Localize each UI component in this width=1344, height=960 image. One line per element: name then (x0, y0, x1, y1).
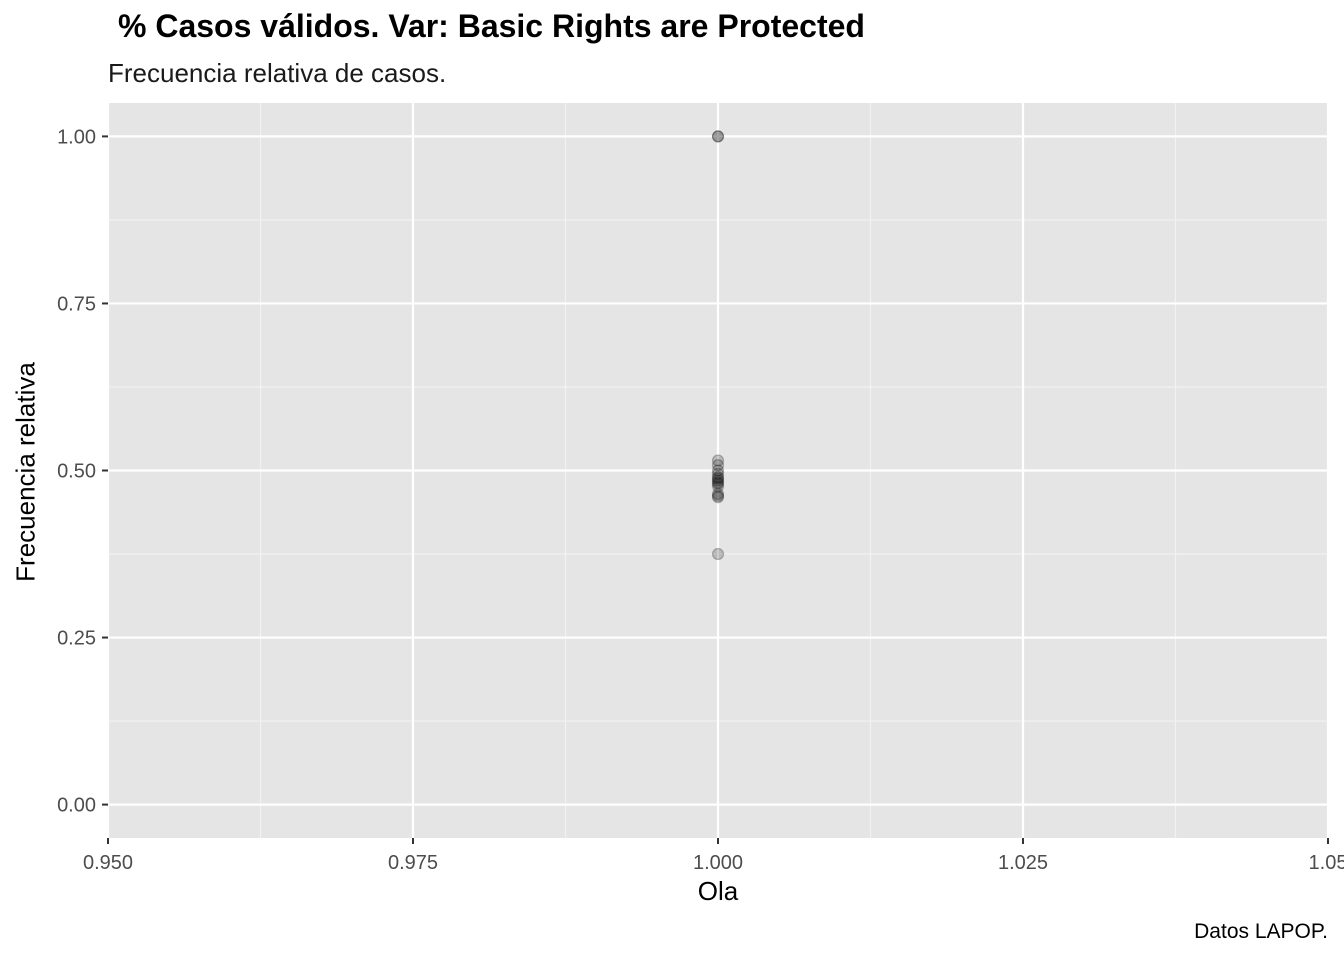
x-tick-label: 0.975 (388, 852, 438, 874)
data-point (711, 547, 725, 561)
y-axis-title: Frecuencia relativa (10, 362, 41, 582)
x-tick-label: 0.950 (83, 852, 133, 874)
data-point (711, 130, 725, 143)
x-axis: 0.950 0.975 1.000 1.025 1.05 (83, 838, 1344, 874)
data-point (711, 480, 725, 493)
data-point (711, 476, 725, 489)
data-point (711, 459, 725, 472)
x-tick-label: 1.000 (693, 852, 743, 874)
y-tick-label: 0.50 (57, 461, 96, 483)
data-point (711, 130, 725, 143)
y-tick-label: 0.25 (57, 628, 96, 650)
data-point (711, 472, 725, 485)
y-tick-label: 0.00 (57, 795, 96, 817)
y-tick-label: 1.00 (57, 126, 96, 148)
data-point (711, 474, 725, 487)
x-tick-label: 1.05 (1309, 852, 1344, 874)
chart-caption: Datos LAPOP. (1194, 920, 1328, 943)
data-point (711, 487, 725, 500)
data-point (711, 489, 725, 502)
data-point (711, 477, 725, 490)
chart-subtitle: Frecuencia relativa de casos. (108, 58, 447, 88)
data-point (711, 464, 725, 477)
data-point (711, 491, 725, 504)
data-point (711, 454, 725, 467)
x-tick-label: 1.025 (998, 852, 1048, 874)
y-tick-label: 0.75 (57, 293, 96, 315)
data-point (711, 471, 725, 484)
data-point (711, 467, 725, 480)
x-axis-title: Ola (697, 876, 739, 906)
data-points (711, 130, 725, 561)
y-axis: 0.00 0.25 0.50 0.75 1.00 (57, 126, 108, 817)
chart-title: % Casos válidos. Var: Basic Rights are P… (118, 8, 865, 44)
